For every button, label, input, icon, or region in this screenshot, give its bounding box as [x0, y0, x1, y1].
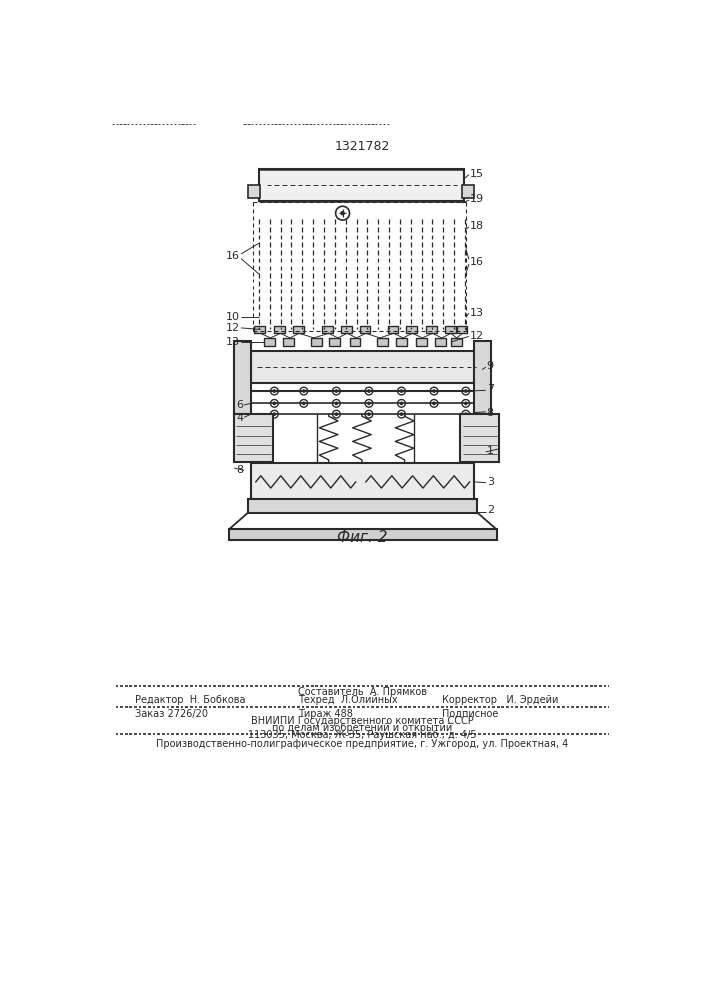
- Bar: [435, 338, 445, 346]
- Text: Техред  Л.Олийных: Техред Л.Олийных: [298, 695, 397, 705]
- Circle shape: [335, 390, 337, 392]
- Bar: [416, 338, 427, 346]
- Text: 1: 1: [486, 446, 493, 456]
- Bar: [251, 351, 482, 383]
- Text: 1321782: 1321782: [334, 140, 390, 153]
- Bar: [349, 338, 361, 346]
- Circle shape: [273, 390, 276, 392]
- Text: Редактор  Н. Бобкова: Редактор Н. Бобкова: [135, 695, 245, 705]
- Bar: [234, 414, 273, 462]
- Text: 2: 2: [486, 505, 494, 515]
- Text: Корректор   И. Эрдейи: Корректор И. Эрдейи: [442, 695, 558, 705]
- Bar: [311, 338, 322, 346]
- Text: 7: 7: [486, 384, 494, 394]
- Bar: [378, 338, 388, 346]
- Bar: [426, 326, 437, 333]
- Bar: [387, 326, 398, 333]
- Circle shape: [368, 413, 370, 415]
- Bar: [406, 326, 417, 333]
- Text: 8: 8: [486, 408, 494, 418]
- Text: 12: 12: [226, 323, 240, 333]
- Text: 12: 12: [469, 331, 484, 341]
- Bar: [457, 326, 467, 333]
- Circle shape: [400, 402, 403, 405]
- Bar: [248, 185, 260, 198]
- Text: 9: 9: [486, 361, 494, 371]
- Bar: [248, 499, 477, 513]
- Text: ВНИИПИ Государственного комитета СССР: ВНИИПИ Государственного комитета СССР: [250, 716, 473, 726]
- Circle shape: [368, 390, 370, 392]
- Text: 10: 10: [226, 312, 240, 322]
- Text: Производственно-полиграфическое предприятие, г. Ужгород, ул. Проектная, 4: Производственно-полиграфическое предприя…: [156, 739, 568, 749]
- Text: Тираж 488: Тираж 488: [298, 709, 353, 719]
- Text: Подписное: Подписное: [442, 709, 498, 719]
- Bar: [451, 338, 462, 346]
- Bar: [228, 529, 497, 540]
- Circle shape: [433, 390, 436, 392]
- Text: 19: 19: [469, 194, 484, 204]
- Bar: [293, 326, 304, 333]
- Bar: [341, 326, 352, 333]
- Text: 13: 13: [226, 337, 240, 347]
- Bar: [360, 326, 370, 333]
- Bar: [396, 338, 407, 346]
- Circle shape: [273, 402, 276, 405]
- Text: 113035, Москва, Ж-35, Раушская наб., д. 4/5: 113035, Москва, Ж-35, Раушская наб., д. …: [247, 730, 477, 740]
- Circle shape: [433, 402, 436, 405]
- Bar: [251, 463, 474, 500]
- Circle shape: [303, 390, 305, 392]
- Text: 6: 6: [236, 400, 243, 410]
- Circle shape: [341, 212, 344, 215]
- Text: 8: 8: [236, 465, 243, 475]
- Text: 3: 3: [486, 477, 493, 487]
- Circle shape: [400, 413, 403, 415]
- Text: 16: 16: [469, 257, 484, 267]
- Bar: [255, 326, 265, 333]
- Text: 13: 13: [469, 308, 484, 318]
- Circle shape: [335, 413, 337, 415]
- Bar: [460, 414, 499, 462]
- Circle shape: [303, 402, 305, 405]
- Bar: [322, 326, 333, 333]
- Circle shape: [273, 413, 276, 415]
- Text: по делам изобретений и открытий: по делам изобретений и открытий: [271, 723, 452, 733]
- Circle shape: [464, 402, 467, 405]
- Bar: [234, 341, 251, 414]
- Circle shape: [464, 413, 467, 415]
- Circle shape: [335, 402, 337, 405]
- Bar: [283, 338, 293, 346]
- Bar: [274, 326, 285, 333]
- Circle shape: [464, 390, 467, 392]
- Bar: [264, 338, 275, 346]
- Bar: [462, 185, 474, 198]
- Circle shape: [400, 390, 403, 392]
- Bar: [259, 169, 464, 201]
- Bar: [445, 326, 456, 333]
- Text: 18: 18: [469, 221, 484, 231]
- Bar: [329, 338, 340, 346]
- Circle shape: [368, 402, 370, 405]
- Text: Составитель  А. Прямков: Составитель А. Прямков: [298, 687, 426, 697]
- Text: Заказ 2726/20: Заказ 2726/20: [135, 709, 208, 719]
- Text: 4: 4: [236, 413, 243, 423]
- Text: 16: 16: [226, 251, 240, 261]
- Text: Фиг. 2: Фиг. 2: [337, 530, 387, 545]
- Text: 15: 15: [469, 169, 484, 179]
- Bar: [474, 341, 491, 414]
